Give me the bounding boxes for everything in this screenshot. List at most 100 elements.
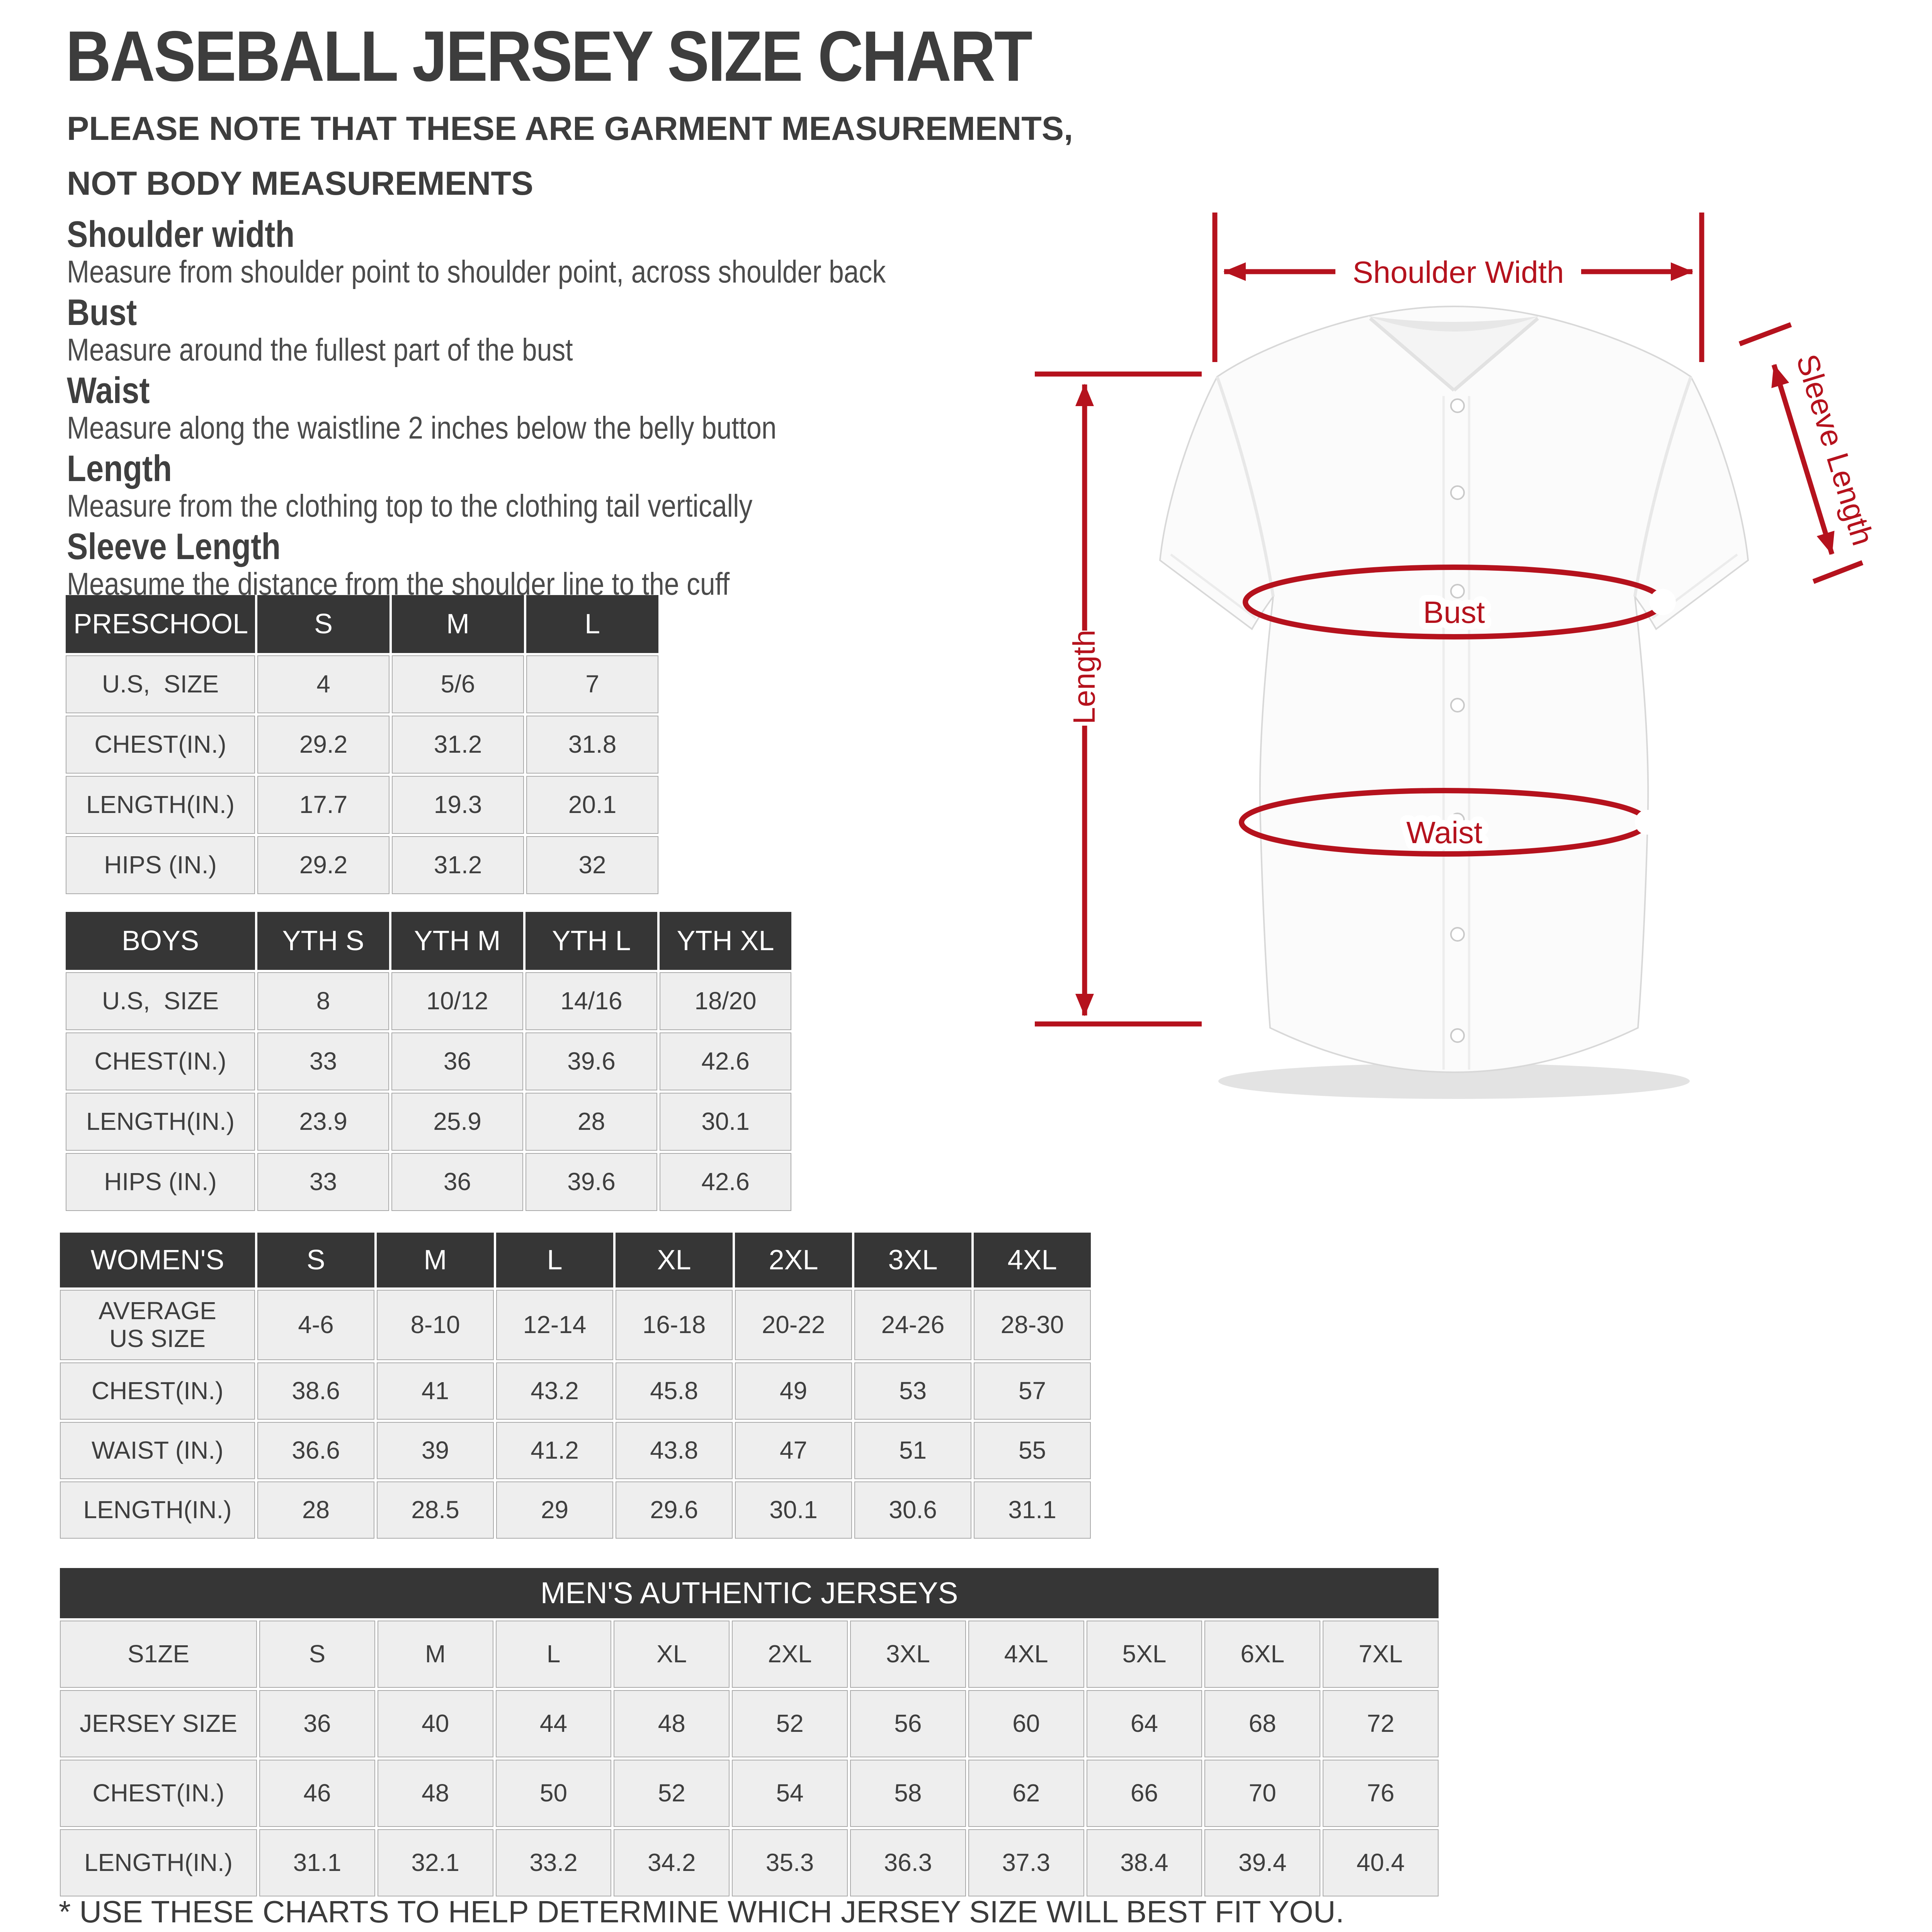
table-cell: 31.2 bbox=[392, 716, 524, 774]
shoulder-width-label: Shoulder Width bbox=[1353, 255, 1564, 289]
page-title: BASEBALL JERSEY SIZE CHART bbox=[66, 17, 1032, 96]
table-cell: 31.2 bbox=[392, 836, 524, 894]
table-cell: 42.6 bbox=[660, 1032, 791, 1090]
definition-term: Waist bbox=[67, 370, 150, 411]
definition-description: Measure along the waistline 2 inches bel… bbox=[67, 410, 777, 446]
table-cell: 68 bbox=[1204, 1690, 1321, 1757]
header-cell: YTH S bbox=[257, 912, 389, 970]
sleeve-length-label: Sleeve Length bbox=[1790, 350, 1881, 549]
row-label-cell: HIPS (IN.) bbox=[66, 836, 255, 894]
table-cell: XL bbox=[614, 1621, 730, 1688]
table-title: MEN'S AUTHENTIC JERSEYS bbox=[60, 1568, 1439, 1618]
table-cell: 12-14 bbox=[496, 1290, 613, 1360]
table-cell: 8 bbox=[257, 972, 389, 1030]
length-label: Length bbox=[1067, 630, 1101, 724]
sleeve-arrow-up bbox=[1771, 364, 1806, 460]
table-cell: 14/16 bbox=[526, 972, 657, 1030]
row-label-cell: CHEST(IN.) bbox=[60, 1362, 255, 1420]
boys-size-table: BOYS YTH S YTH M YTH L YTH XL U.S, SIZE 8 10/12… bbox=[63, 910, 794, 1213]
table-row: WAIST (IN.) 36.6 39 41.2 43.8 47 51 55 bbox=[60, 1422, 1091, 1479]
table-cell: 36.3 bbox=[850, 1829, 966, 1896]
sleeve-bottom-tick bbox=[1812, 560, 1864, 584]
table-cell: 20-22 bbox=[735, 1290, 852, 1360]
row-label-cell: LENGTH(IN.) bbox=[60, 1481, 255, 1539]
table-cell: 64 bbox=[1086, 1690, 1202, 1757]
header-cell: 3XL bbox=[854, 1233, 971, 1287]
footnote: * USE THESE CHARTS TO HELP DETERMINE WHI… bbox=[59, 1895, 1344, 1929]
table-cell: 43.2 bbox=[496, 1362, 613, 1420]
table-cell: 4 bbox=[257, 655, 389, 713]
table-cell: 29.6 bbox=[616, 1481, 733, 1539]
header-cell: S bbox=[257, 595, 389, 653]
header-cell: S bbox=[257, 1233, 374, 1287]
jersey-measurement-diagram: Shoulder Width Length Sleeve Length Bust… bbox=[1035, 213, 1881, 1099]
table-cell: 39.4 bbox=[1204, 1829, 1321, 1896]
table-cell: 7XL bbox=[1323, 1621, 1439, 1688]
table-cell: 31.1 bbox=[259, 1829, 375, 1896]
table-cell: 33.2 bbox=[495, 1829, 612, 1896]
table-row: LENGTH(IN.) 28 28.5 29 29.6 30.1 30.6 31.1 bbox=[60, 1481, 1091, 1539]
table-cell: 29.2 bbox=[257, 716, 389, 774]
table-cell: 43.8 bbox=[616, 1422, 733, 1479]
waist-label: Waist bbox=[1406, 815, 1482, 850]
preschool-size-table: PRESCHOOL S M L U.S, SIZE 4 5/6 7 CHEST(IN.) 29.2… bbox=[63, 593, 661, 896]
sleeve-arrow-down bbox=[1800, 459, 1835, 555]
table-cell: 52 bbox=[732, 1690, 848, 1757]
table-cell: 18/20 bbox=[660, 972, 791, 1030]
definition-term: Length bbox=[67, 448, 172, 489]
table-cell: 76 bbox=[1323, 1760, 1439, 1827]
table-row: U.S, SIZE 8 10/12 14/16 18/20 bbox=[66, 972, 791, 1030]
table-cell: 58 bbox=[850, 1760, 966, 1827]
table-row: LENGTH(IN.) 31.1 32.1 33.2 34.2 35.3 36.3 37.3 3… bbox=[60, 1829, 1439, 1896]
table-cell: 30.1 bbox=[735, 1481, 852, 1539]
table-cell: 8-10 bbox=[377, 1290, 494, 1360]
header-cell: YTH L bbox=[526, 912, 657, 970]
definition-term: Sleeve Length bbox=[67, 526, 281, 567]
row-label-cell: CHEST(IN.) bbox=[66, 1032, 255, 1090]
table-cell: 5XL bbox=[1086, 1621, 1202, 1688]
table-cell: 38.4 bbox=[1086, 1829, 1202, 1896]
table-cell: 28 bbox=[257, 1481, 374, 1539]
table-cell: 24-26 bbox=[854, 1290, 971, 1360]
row-label-cell: LENGTH(IN.) bbox=[66, 1093, 255, 1151]
table-cell: 42.6 bbox=[660, 1153, 791, 1211]
table-cell: 28 bbox=[526, 1093, 657, 1151]
row-label-cell: U.S, SIZE bbox=[66, 655, 255, 713]
definition-term: Shoulder width bbox=[67, 214, 295, 255]
table-cell: 25.9 bbox=[391, 1093, 523, 1151]
table-cell: 36 bbox=[391, 1153, 523, 1211]
jersey-placket bbox=[1442, 396, 1470, 1070]
subtitle: PLEASE NOTE THAT THESE ARE GARMENT MEASU… bbox=[67, 101, 1073, 211]
header-cell: WOMEN'S bbox=[60, 1233, 255, 1287]
table-cell: S bbox=[259, 1621, 375, 1688]
table-cell: 17.7 bbox=[257, 776, 389, 834]
definition-waist: Waist Measure along the waistline 2 inch… bbox=[67, 371, 1036, 446]
table-cell: 3XL bbox=[850, 1621, 966, 1688]
table-cell: 54 bbox=[732, 1760, 848, 1827]
row-label-cell: LENGTH(IN.) bbox=[66, 776, 255, 834]
jersey-illustration bbox=[1159, 306, 1749, 1099]
header-cell: 4XL bbox=[974, 1233, 1091, 1287]
table-cell: 37.3 bbox=[968, 1829, 1084, 1896]
table-cell: 33 bbox=[257, 1032, 389, 1090]
table-cell: 39.6 bbox=[526, 1153, 657, 1211]
row-label-cell: CHEST(IN.) bbox=[66, 716, 255, 774]
header-cell: XL bbox=[616, 1233, 733, 1287]
table-cell: 60 bbox=[968, 1690, 1084, 1757]
table-row: HIPS (IN.) 33 36 39.6 42.6 bbox=[66, 1153, 791, 1211]
table-cell: 56 bbox=[850, 1690, 966, 1757]
table-cell: 53 bbox=[854, 1362, 971, 1420]
header-cell: 2XL bbox=[735, 1233, 852, 1287]
table-row: LENGTH(IN.) 17.7 19.3 20.1 bbox=[66, 776, 658, 834]
table-cell: 32.1 bbox=[377, 1829, 493, 1896]
table-row: CHEST(IN.) 38.6 41 43.2 45.8 49 53 57 bbox=[60, 1362, 1091, 1420]
row-label-cell: LENGTH(IN.) bbox=[60, 1829, 257, 1896]
header-cell: PRESCHOOL bbox=[66, 595, 255, 653]
jersey-buttons bbox=[1450, 398, 1465, 1043]
subtitle-line-1: PLEASE NOTE THAT THESE ARE GARMENT MEASU… bbox=[67, 110, 1073, 147]
jersey-inner-collar bbox=[1368, 316, 1539, 332]
header-cell: M bbox=[377, 1233, 494, 1287]
table-row: U.S, SIZE 4 5/6 7 bbox=[66, 655, 658, 713]
row-label-cell: S1ZE bbox=[60, 1621, 257, 1688]
table-cell: 23.9 bbox=[257, 1093, 389, 1151]
